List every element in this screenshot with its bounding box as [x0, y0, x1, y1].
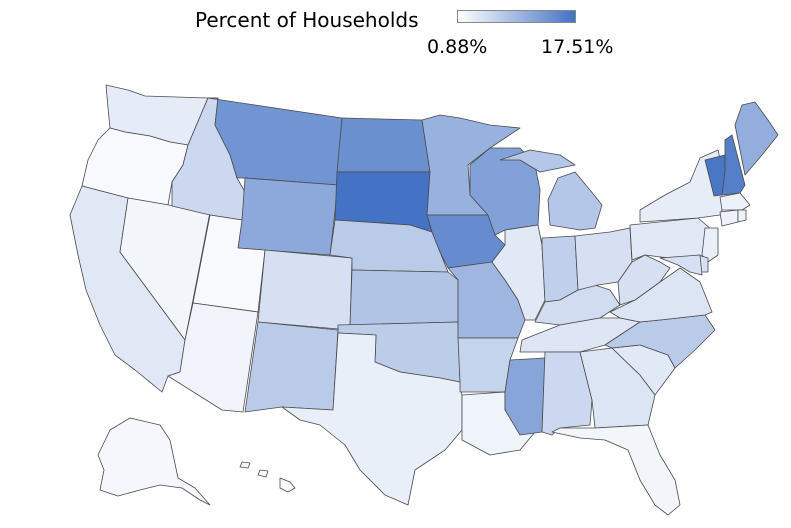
- legend-min-label: 0.88%: [427, 36, 488, 58]
- state-IL[interactable]: [491, 224, 546, 321]
- state-TX[interactable]: [281, 332, 463, 506]
- state-CT[interactable]: [719, 209, 739, 227]
- state-PA[interactable]: [629, 217, 713, 261]
- state-NM[interactable]: [244, 321, 339, 413]
- state-NH[interactable]: [721, 134, 746, 196]
- legend-color-bar: [457, 10, 576, 23]
- state-NJ[interactable]: [701, 227, 719, 263]
- legend-max-label: 17.51%: [541, 36, 614, 58]
- state-CO[interactable]: [257, 249, 353, 331]
- state-MN[interactable]: [421, 114, 521, 216]
- state-KS[interactable]: [349, 269, 459, 326]
- state-IN[interactable]: [541, 235, 579, 303]
- state-MA[interactable]: [719, 192, 751, 211]
- state-RI[interactable]: [737, 209, 747, 223]
- state-FL[interactable]: [551, 424, 681, 516]
- legend-title: Percent of Households: [195, 8, 419, 32]
- state-WV[interactable]: [617, 254, 671, 306]
- state-MD[interactable]: [659, 254, 703, 276]
- state-WY[interactable]: [237, 177, 339, 256]
- state-HI[interactable]: [239, 461, 296, 493]
- state-AZ[interactable]: [167, 302, 259, 413]
- state-AK[interactable]: [97, 417, 211, 506]
- state-MI[interactable]: [499, 149, 603, 231]
- state-ME[interactable]: [734, 101, 779, 176]
- state-ND[interactable]: [336, 117, 431, 173]
